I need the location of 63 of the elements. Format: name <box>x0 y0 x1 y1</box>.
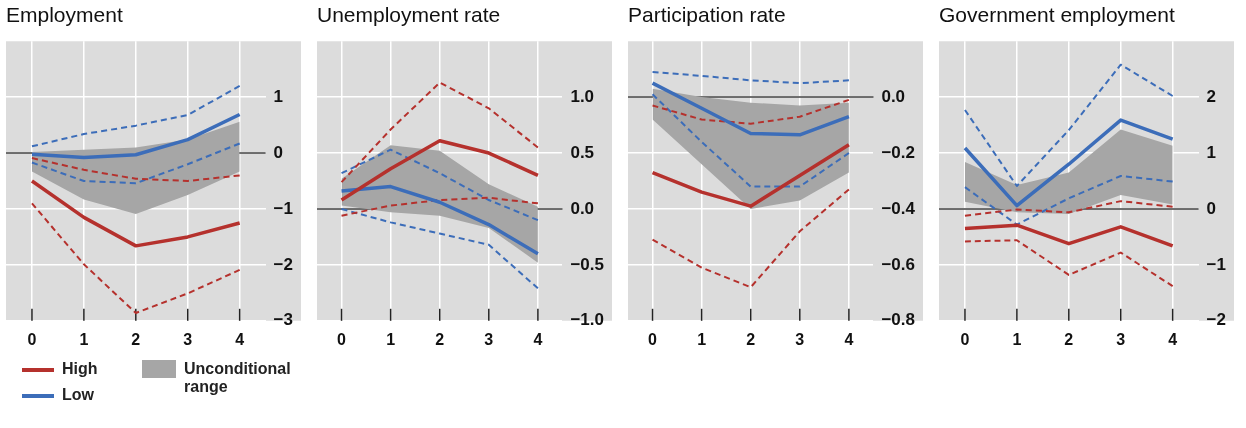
y-tick-label: 0 <box>1206 198 1217 218</box>
chart-title: Unemployment rate <box>317 3 501 27</box>
x-tick-label: 2 <box>131 330 141 348</box>
x-tick-label: 1 <box>697 330 707 348</box>
x-tick-label: 0 <box>648 330 658 348</box>
y-tick-label: 1.0 <box>570 86 595 106</box>
legend-label: High <box>62 360 98 378</box>
y-tick-label: 0.0 <box>570 198 595 218</box>
x-tick-label: 2 <box>435 330 445 348</box>
x-tick-label: 3 <box>795 330 805 348</box>
y-tick-label: 1 <box>273 86 284 106</box>
line-series <box>963 200 1174 217</box>
y-tick-label: −0.8 <box>881 310 915 330</box>
line-series <box>340 148 539 222</box>
chart-title: Participation rate <box>628 3 786 27</box>
x-tick-label: 0 <box>337 330 347 348</box>
y-tick-label: −1 <box>273 198 294 218</box>
x-tick-label: 3 <box>484 330 494 348</box>
line-series <box>963 239 1174 288</box>
line-series <box>963 174 1174 226</box>
x-tick-label: 4 <box>533 330 543 348</box>
y-tick-label: −0.5 <box>570 254 604 274</box>
y-tick-label: 0.0 <box>881 86 906 106</box>
x-tick-label: 3 <box>1116 330 1126 348</box>
line-series <box>30 202 241 314</box>
legend-label: Unconditional range <box>184 360 292 396</box>
legend-label: Low <box>62 386 94 404</box>
y-tick-label: 0.5 <box>570 142 595 162</box>
y-tick-label: −0.2 <box>881 142 915 162</box>
line-series <box>963 63 1174 188</box>
line-series <box>30 84 241 148</box>
x-tick-label: 4 <box>1168 330 1178 348</box>
y-tick-label: −3 <box>273 310 294 330</box>
x-tick-label: 1 <box>1012 330 1022 348</box>
x-tick-label: 2 <box>1064 330 1074 348</box>
line-series <box>651 98 850 125</box>
y-tick-label: 1 <box>1206 142 1217 162</box>
y-tick-label: −2 <box>273 254 294 274</box>
x-tick-label: 4 <box>844 330 854 348</box>
line-series <box>340 81 539 184</box>
chart-title: Employment <box>6 3 123 27</box>
y-tick-label: −0.6 <box>881 254 915 274</box>
y-tick-label: 2 <box>1206 86 1217 106</box>
x-tick-label: 2 <box>746 330 756 348</box>
line-series <box>651 188 850 289</box>
x-tick-label: 0 <box>960 330 970 348</box>
line-series <box>651 70 850 85</box>
line-series <box>340 196 539 217</box>
line-series <box>30 142 241 185</box>
y-tick-label: −0.4 <box>881 198 916 218</box>
x-tick-label: 1 <box>386 330 396 348</box>
y-tick-label: −2 <box>1206 310 1227 330</box>
x-tick-label: 3 <box>183 330 193 348</box>
x-tick-label: 0 <box>27 330 37 348</box>
y-tick-label: −1.0 <box>570 310 604 330</box>
line-series <box>340 207 539 290</box>
x-tick-label: 1 <box>79 330 89 348</box>
chart-title: Government employment <box>939 3 1175 27</box>
x-tick-label: 4 <box>235 330 245 348</box>
line-series <box>30 157 241 182</box>
y-tick-label: −1 <box>1206 254 1227 274</box>
y-tick-label: 0 <box>273 142 284 162</box>
line-series <box>651 93 850 188</box>
